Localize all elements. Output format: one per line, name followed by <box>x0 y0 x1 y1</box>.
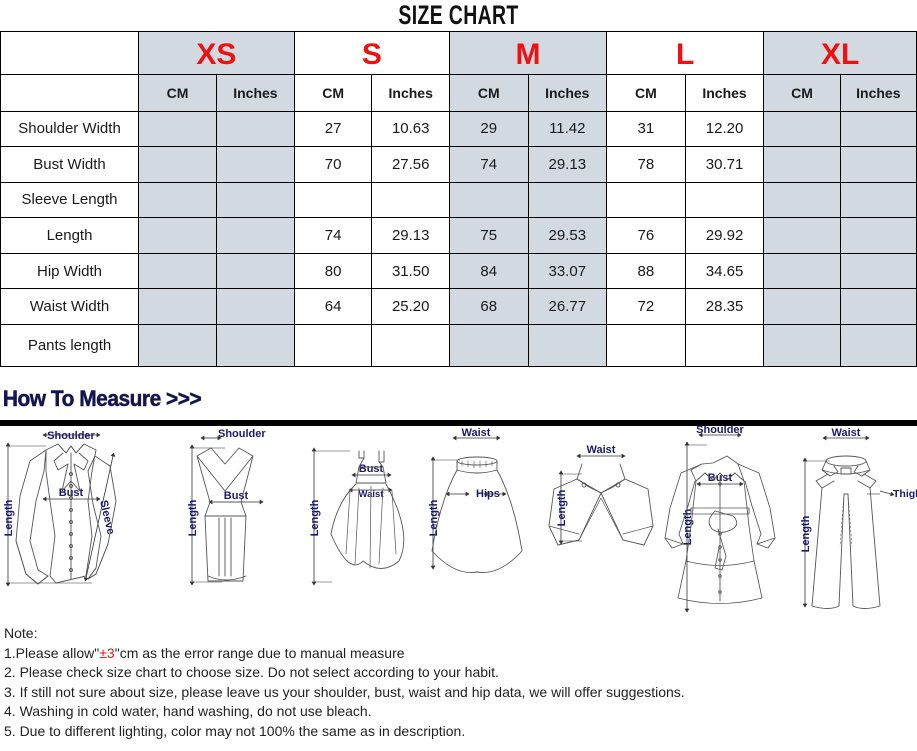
svg-text:Waist: Waist <box>832 427 861 439</box>
svg-text:Length: Length <box>309 499 321 536</box>
svg-text:Length: Length <box>3 499 15 536</box>
svg-text:Shoulder: Shoulder <box>47 430 95 442</box>
svg-text:Shoulder: Shoulder <box>218 428 266 440</box>
svg-text:Shoulder: Shoulder <box>696 426 744 436</box>
svg-text:Bust: Bust <box>224 490 249 502</box>
svg-text:Waist: Waist <box>462 427 491 439</box>
svg-text:Waist: Waist <box>359 489 385 500</box>
svg-text:Waist: Waist <box>587 444 616 456</box>
svg-text:Length: Length <box>556 489 568 526</box>
svg-text:Bust: Bust <box>359 463 384 475</box>
svg-text:Length: Length <box>800 515 812 552</box>
svg-text:Thigh: Thigh <box>893 488 917 500</box>
svg-text:Length: Length <box>428 499 440 536</box>
svg-text:Sleeve: Sleeve <box>97 499 117 536</box>
svg-text:Length: Length <box>187 499 199 536</box>
